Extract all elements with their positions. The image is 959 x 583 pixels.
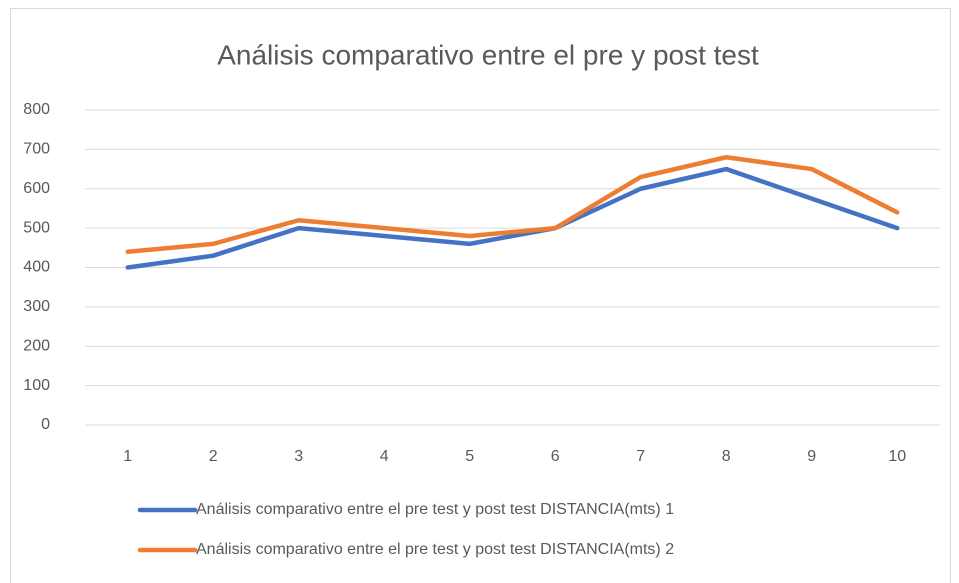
x-tick-label: 1 <box>123 448 132 465</box>
y-tick-label: 400 <box>23 259 50 276</box>
series-line <box>125 166 900 270</box>
x-tick-label: 9 <box>807 448 816 465</box>
legend-label: Análisis comparativo entre el pre test y… <box>196 541 674 558</box>
x-tick-label: 10 <box>888 448 906 465</box>
x-tick-label: 6 <box>551 448 560 465</box>
y-tick-label: 500 <box>23 219 50 236</box>
x-tick-label: 8 <box>722 448 731 465</box>
y-tick-label: 800 <box>23 101 50 118</box>
x-tick-label: 4 <box>380 448 389 465</box>
series-line <box>125 155 900 254</box>
y-tick-label: 600 <box>23 180 50 197</box>
y-tick-label: 200 <box>23 337 50 354</box>
x-tick-label: 2 <box>209 448 218 465</box>
y-tick-label: 100 <box>23 377 50 394</box>
y-tick-label: 700 <box>23 141 50 158</box>
chart-border <box>10 8 951 583</box>
x-tick-label: 5 <box>465 448 474 465</box>
legend-label: Análisis comparativo entre el pre test y… <box>196 501 674 518</box>
y-tick-label: 0 <box>41 416 50 433</box>
y-tick-label: 300 <box>23 298 50 315</box>
x-tick-label: 7 <box>636 448 645 465</box>
chart-title: Análisis comparativo entre el pre y post… <box>217 39 759 70</box>
x-tick-label: 3 <box>294 448 303 465</box>
